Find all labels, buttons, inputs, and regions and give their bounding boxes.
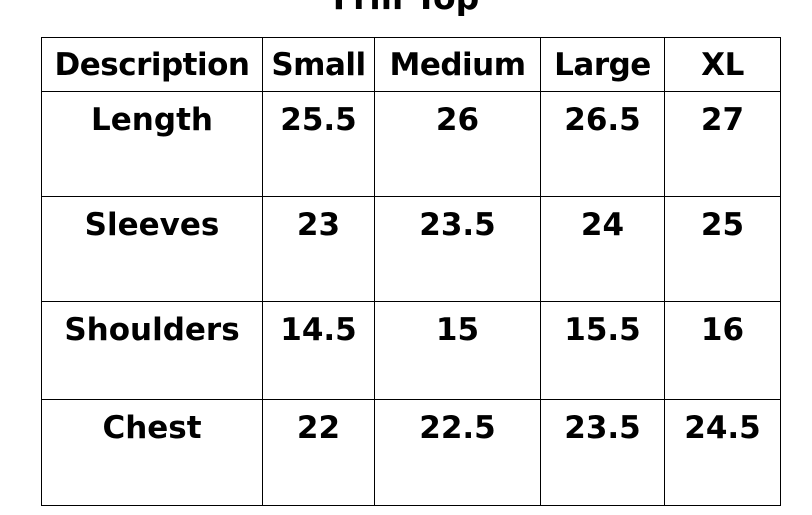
data-cell: 26.5 [540,91,665,197]
data-row: Sleeves 23 23.5 24 25 [41,196,781,302]
data-cell: 14.5 [262,301,375,400]
row-label: Chest [41,399,263,506]
data-cell: 23.5 [374,196,541,302]
header-row: Description Small Medium Large XL [41,37,781,92]
data-row: Length 25.5 26 26.5 27 [41,91,781,197]
data-cell: 16 [664,301,781,400]
data-cell: 22.5 [374,399,541,506]
data-cell: 24.5 [664,399,781,506]
data-cell: 24 [540,196,665,302]
data-cell: 23.5 [540,399,665,506]
data-cell: 27 [664,91,781,197]
data-cell: 15 [374,301,541,400]
size-table: Description Small Medium Large XL Length 25.5 2… [41,37,781,506]
row-label: Length [41,91,263,197]
header-cell: Description [41,37,263,92]
header-cell: XL [664,37,781,92]
header-cell: Medium [374,37,541,92]
data-cell: 15.5 [540,301,665,400]
data-cell: 23 [262,196,375,302]
data-cell: 26 [374,91,541,197]
row-label: Sleeves [41,196,263,302]
data-row: Shoulders 14.5 15 15.5 16 [41,301,781,400]
data-cell: 25 [664,196,781,302]
data-row: Chest 22 22.5 23.5 24.5 [41,399,781,506]
header-cell: Small [262,37,375,92]
title: Frill Top [0,0,812,18]
header-cell: Large [540,37,665,92]
data-cell: 25.5 [262,91,375,197]
row-label: Shoulders [41,301,263,400]
table-body: Description Small Medium Large XL Length 25.5 2… [41,37,781,506]
data-cell: 22 [262,399,375,506]
